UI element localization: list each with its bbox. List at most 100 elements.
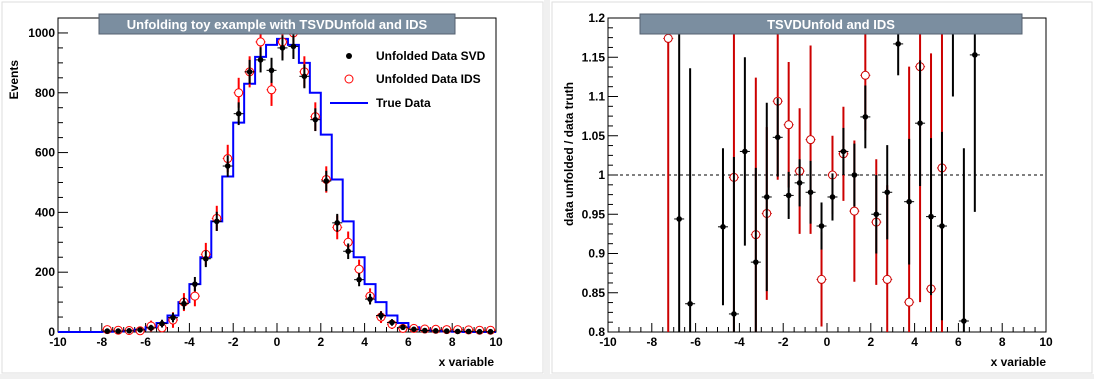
x-tick-label: -8 xyxy=(96,335,107,349)
y-tick-label: 1.05 xyxy=(582,129,606,143)
svd-data-point xyxy=(807,189,814,196)
ids-data-point xyxy=(849,206,859,216)
y-tick-label: 800 xyxy=(35,86,55,100)
svd-data-point xyxy=(487,328,494,335)
left-title-box xyxy=(98,13,456,35)
svd-data-point xyxy=(928,213,934,220)
svd-data-point xyxy=(323,178,330,184)
svd-data-point xyxy=(268,67,275,74)
legend-svd-label: Unfolded Data SVD xyxy=(376,49,486,63)
x-tick-label: -4 xyxy=(734,335,745,349)
x-tick-label: -6 xyxy=(690,335,701,349)
svd-data-point xyxy=(774,134,781,141)
svd-data-point xyxy=(104,328,111,334)
svd-data-point xyxy=(818,223,825,229)
x-tick-label: 2 xyxy=(867,335,874,349)
svd-data-point xyxy=(829,194,836,200)
svd-data-point xyxy=(753,259,759,265)
ids-data-point xyxy=(882,274,892,284)
svd-data-point xyxy=(235,110,242,117)
svd-data-point xyxy=(961,318,967,324)
ids-data-point xyxy=(267,85,277,95)
svd-data-point xyxy=(731,311,737,317)
svd-data-point xyxy=(203,255,209,262)
right-title-box xyxy=(639,13,1023,35)
x-tick-label: 4 xyxy=(361,335,368,349)
svd-data-point xyxy=(906,198,912,205)
x-tick-label: -2 xyxy=(778,335,789,349)
ids-data-point xyxy=(663,33,673,43)
svd-data-point xyxy=(378,312,384,319)
left-chart-title: Unfolding toy example with TSVDUnfold an… xyxy=(127,17,428,32)
svd-data-point xyxy=(246,69,253,75)
svd-data-point xyxy=(115,328,122,334)
svd-data-point xyxy=(356,276,362,283)
y-tick-label: 1.15 xyxy=(582,50,606,64)
svd-data-point xyxy=(137,327,143,333)
x-tick-label: 6 xyxy=(955,335,962,349)
x-tick-label: -6 xyxy=(140,335,151,349)
svd-data-point xyxy=(213,218,220,225)
svd-data-point xyxy=(476,328,483,335)
svd-data-point xyxy=(443,328,450,334)
svd-data-point xyxy=(345,248,351,255)
x-tick-label: -10 xyxy=(599,335,617,349)
y-tick-label: 1.2 xyxy=(588,11,605,25)
x-tick-label: 4 xyxy=(911,335,918,349)
x-tick-label: -10 xyxy=(49,335,67,349)
y-tick-label: 1000 xyxy=(28,26,55,40)
svd-data-point xyxy=(279,45,286,51)
y-tick-label: 600 xyxy=(35,146,55,160)
x-tick-label: 6 xyxy=(405,335,412,349)
svd-data-point xyxy=(290,43,297,50)
right-panel: -10 -8 -6 -4 -2 0 2 4 6 8 10 0.8 0.85 0.9 0.95 1 1.05 1.1… xyxy=(550,0,1094,374)
svd-data-point xyxy=(334,220,341,226)
svd-data-point xyxy=(720,224,726,230)
x-tick-label: 10 xyxy=(489,335,503,349)
svd-data-point xyxy=(884,189,891,196)
x-tick-label: 0 xyxy=(274,335,281,349)
svd-data-point xyxy=(972,52,978,58)
right-ticks: -10 -8 -6 -4 -2 0 2 4 6 8 10 0.8 0.85 0.9 0.95 1 1.05 1.1… xyxy=(582,11,1053,349)
x-tick-label: 8 xyxy=(449,335,456,349)
x-tick-label: 0 xyxy=(824,335,831,349)
svd-data-point xyxy=(181,300,187,307)
left-svd-points xyxy=(102,33,496,335)
right-y-axis-title: data unfolded / data truth xyxy=(562,82,576,226)
left-panel: -10 -8 -6 -4 -2 0 2 4 6 8 10 0 200 400 600 800 1000 Unfo… xyxy=(0,0,544,374)
svd-data-point xyxy=(796,180,803,186)
y-tick-label: 1.1 xyxy=(588,90,605,104)
svd-data-point xyxy=(126,328,132,334)
x-tick-label: -2 xyxy=(228,335,239,349)
legend-ids-marker xyxy=(344,74,354,84)
left-x-axis-title: x variable xyxy=(439,355,495,369)
svd-data-point xyxy=(170,314,176,321)
right-pad-border xyxy=(551,1,1093,374)
x-tick-label: 8 xyxy=(999,335,1006,349)
svd-data-point xyxy=(367,296,373,302)
ids-data-point xyxy=(860,70,870,80)
left-plot-frame xyxy=(57,17,497,333)
svd-data-point xyxy=(411,326,417,333)
svd-data-point xyxy=(851,172,858,178)
ids-data-point xyxy=(806,135,816,145)
svd-data-point xyxy=(312,116,319,123)
y-tick-label: 0 xyxy=(48,325,55,339)
svd-data-point xyxy=(389,319,395,326)
x-tick-label: 10 xyxy=(1039,335,1053,349)
svd-data-point xyxy=(465,328,472,335)
svd-data-point xyxy=(159,320,165,327)
x-tick-label: 2 xyxy=(317,335,324,349)
right-svd-points xyxy=(674,18,980,332)
svd-data-point xyxy=(224,163,231,169)
svd-data-point xyxy=(687,300,693,307)
y-tick-label: 0.8 xyxy=(588,325,605,339)
ids-data-point xyxy=(817,274,827,284)
x-tick-label: -8 xyxy=(646,335,657,349)
svd-data-point xyxy=(454,328,461,335)
y-tick-label: 200 xyxy=(35,265,55,279)
ids-data-point xyxy=(234,88,244,98)
svd-data-point xyxy=(676,216,682,222)
svd-data-point xyxy=(148,325,154,331)
